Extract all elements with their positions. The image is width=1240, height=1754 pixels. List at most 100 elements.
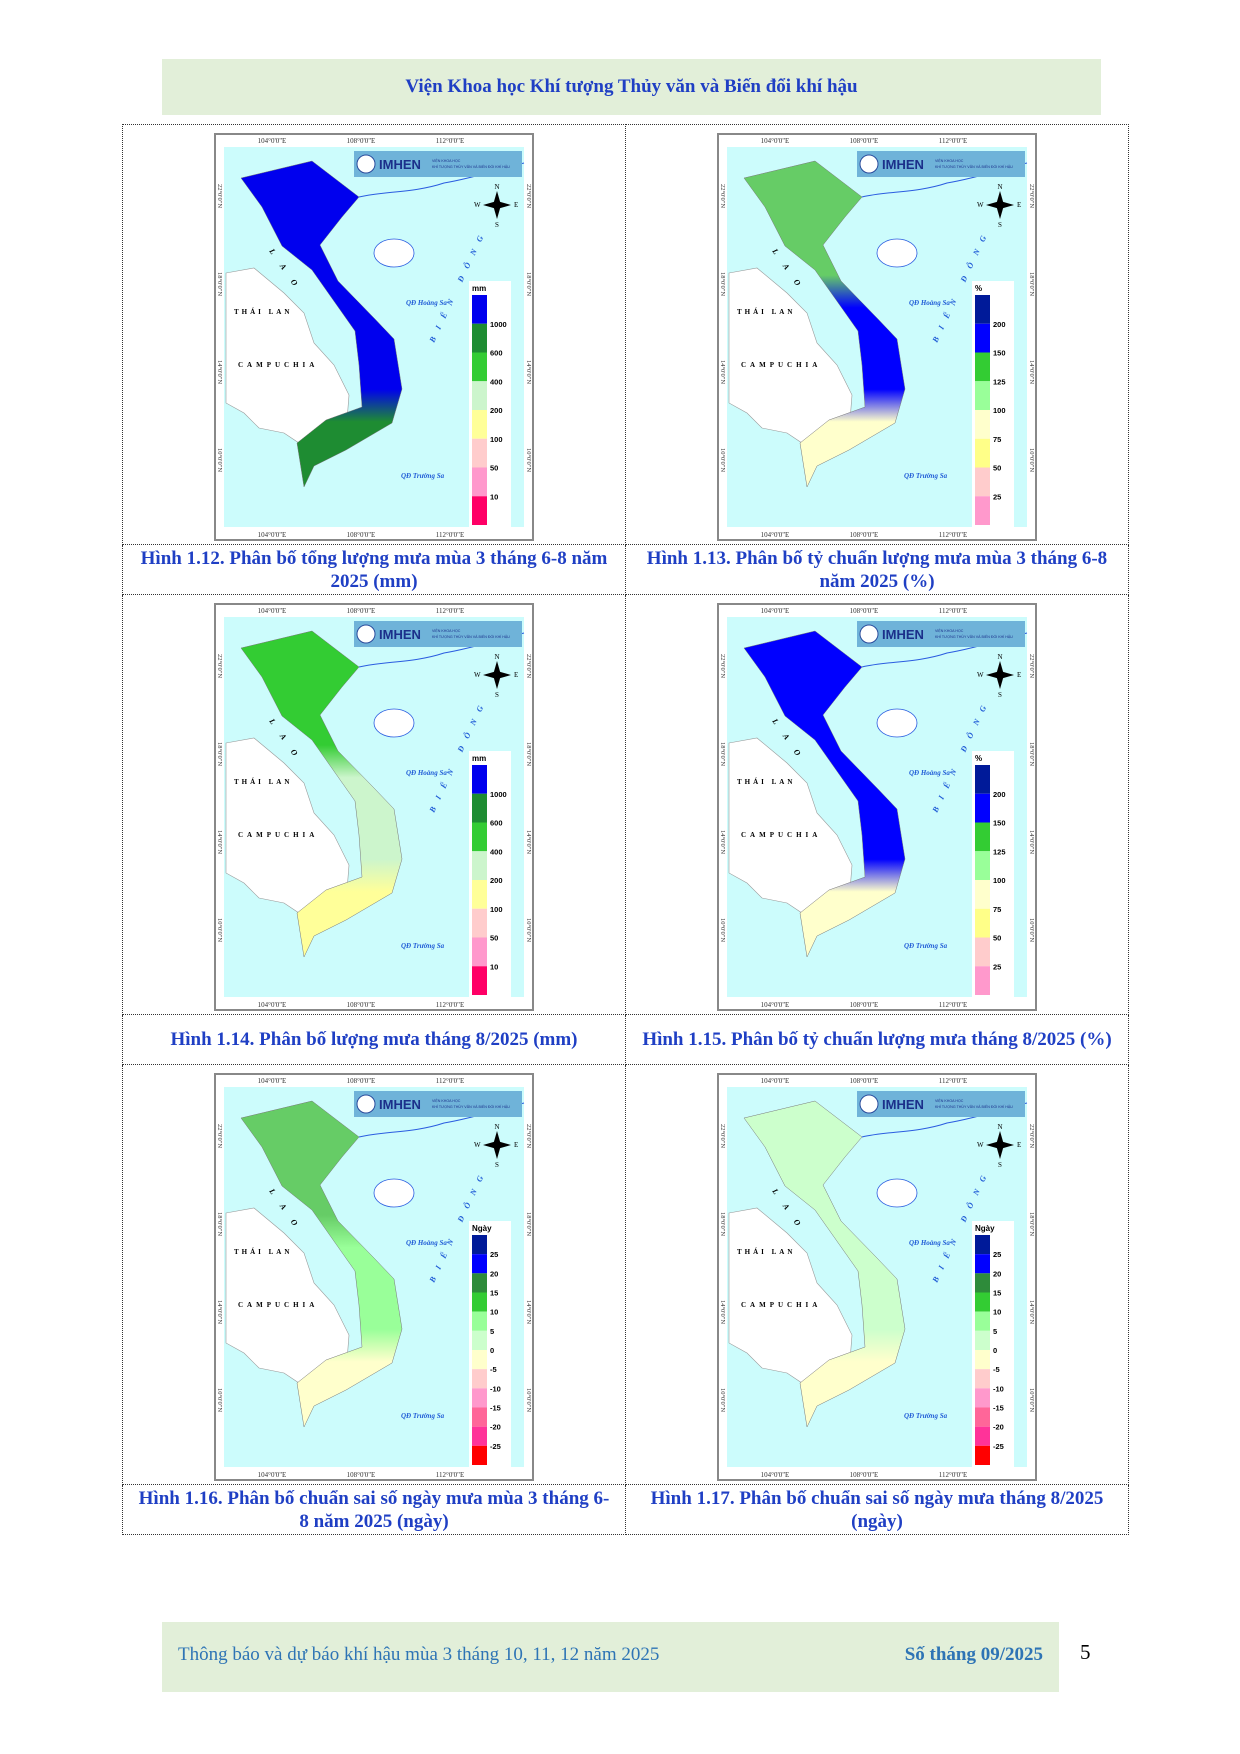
legend-swatch bbox=[472, 937, 487, 966]
legend-swatch bbox=[472, 495, 487, 525]
lon-tick-label: 112°0'0"E bbox=[939, 1471, 967, 1479]
lat-tick-label: 10°0'0"N bbox=[216, 1387, 223, 1411]
paracel-label: QĐ Hoàng Sa bbox=[909, 769, 950, 777]
figure-1-12-map: 104°0'0"E 104°0'0"E 108°0'0"E 108°0'0"E 112°… bbox=[122, 124, 626, 545]
lat-tick-label: 14°0'0"N bbox=[525, 359, 532, 383]
hainan-island bbox=[373, 1178, 415, 1207]
imhen-logo-icon bbox=[356, 1094, 376, 1113]
legend-swatch bbox=[975, 352, 990, 381]
paracel-label: QĐ Hoàng Sa bbox=[406, 769, 447, 777]
legend-label: 0 bbox=[490, 1346, 494, 1355]
lat-tick-label: 22°0'0"N bbox=[719, 183, 726, 207]
legend-swatch bbox=[472, 1445, 487, 1465]
compass-e: E bbox=[514, 201, 518, 209]
legend-label: -5 bbox=[993, 1365, 1000, 1374]
lon-tick-label: 104°0'0"E bbox=[258, 1077, 287, 1085]
legend-swatch bbox=[975, 764, 990, 794]
legend-swatch bbox=[975, 822, 990, 851]
legend-swatch bbox=[472, 1426, 487, 1446]
cambodia-label: CAMPUCHIA bbox=[238, 361, 318, 369]
logo-name: IMHEN bbox=[379, 1097, 421, 1112]
lat-tick-label: 18°0'0"N bbox=[525, 741, 532, 765]
lat-tick-label: 18°0'0"N bbox=[216, 1211, 223, 1235]
legend-label: 100 bbox=[993, 876, 1006, 885]
lon-tick-label: 112°0'0"E bbox=[939, 607, 967, 615]
rainfall-map: 104°0'0"E 104°0'0"E 108°0'0"E 108°0'0"E 112°… bbox=[214, 132, 534, 541]
footer-title: Thông báo và dự báo khí hậu mùa 3 tháng … bbox=[178, 1644, 660, 1665]
lat-tick-label: 14°0'0"N bbox=[216, 1299, 223, 1323]
logo-banner bbox=[354, 150, 522, 177]
logo-banner bbox=[354, 1090, 522, 1117]
spratly-label: QĐ Trường Sa bbox=[401, 942, 445, 950]
hainan-island bbox=[876, 708, 918, 737]
legend-swatch bbox=[975, 1407, 990, 1427]
legend-label: 10 bbox=[490, 962, 498, 971]
imhen-logo-icon bbox=[859, 624, 879, 643]
paracel-label: QĐ Hoàng Sa bbox=[909, 1239, 950, 1247]
lon-tick-label: 104°0'0"E bbox=[258, 531, 287, 539]
compass-rose-icon: N S E W bbox=[474, 183, 518, 229]
legend-label: 25 bbox=[993, 962, 1001, 971]
compass-w: W bbox=[977, 201, 984, 209]
legend-swatch bbox=[472, 352, 487, 381]
compass-rose-icon: N S E W bbox=[474, 1123, 518, 1169]
paracel-label: QĐ Hoàng Sa bbox=[406, 299, 447, 307]
legend-label: 5 bbox=[993, 1326, 997, 1335]
compass-e: E bbox=[1017, 671, 1021, 679]
legend-label: -10 bbox=[993, 1384, 1004, 1393]
legend-label: -15 bbox=[993, 1403, 1004, 1412]
lon-tick-label: 108°0'0"E bbox=[850, 1077, 879, 1085]
legend-label: -5 bbox=[490, 1365, 497, 1374]
imhen-logo-icon bbox=[859, 1094, 879, 1113]
compass-needle bbox=[483, 670, 511, 679]
logo-subtitle: VIỆN KHOA HỌC bbox=[935, 628, 964, 633]
legend-swatch bbox=[472, 1234, 487, 1254]
legend-swatch bbox=[472, 380, 487, 410]
logo-subtitle: KHÍ TƯỢNG THỦY VĂN VÀ BIẾN ĐỔI KHÍ HẬU bbox=[935, 1104, 1013, 1109]
logo-banner bbox=[857, 620, 1025, 647]
lat-tick-label: 14°0'0"N bbox=[525, 829, 532, 853]
legend-label: 1000 bbox=[490, 789, 507, 798]
compass-s: S bbox=[998, 221, 1002, 229]
legend-swatch bbox=[975, 380, 990, 410]
thailand-label: THÁI LAN bbox=[234, 308, 292, 316]
lat-tick-label: 22°0'0"N bbox=[1028, 183, 1035, 207]
lon-tick-label: 112°0'0"E bbox=[939, 1077, 967, 1085]
rainfall-map: 104°0'0"E 104°0'0"E 108°0'0"E 108°0'0"E 112°… bbox=[214, 602, 534, 1011]
legend-unit: mm bbox=[472, 754, 486, 763]
legend-swatch bbox=[472, 1407, 487, 1427]
legend-label: -20 bbox=[993, 1422, 1004, 1431]
cambodia-label: CAMPUCHIA bbox=[741, 1301, 821, 1309]
legend-label: 10 bbox=[490, 492, 498, 501]
legend-swatch bbox=[975, 908, 990, 937]
logo-banner bbox=[354, 620, 522, 647]
legend-label: 15 bbox=[490, 1288, 498, 1297]
legend-swatch bbox=[975, 1387, 990, 1407]
lat-tick-label: 14°0'0"N bbox=[719, 829, 726, 853]
legend-swatch bbox=[472, 822, 487, 851]
legend-label: 50 bbox=[490, 933, 498, 942]
lon-tick-label: 108°0'0"E bbox=[850, 1471, 879, 1479]
legend-label: 20 bbox=[993, 1269, 1001, 1278]
compass-w: W bbox=[474, 1141, 481, 1149]
figure-caption: Hình 1.13. Phân bố tỷ chuẩn lượng mưa mù… bbox=[625, 544, 1129, 595]
lat-tick-label: 22°0'0"N bbox=[719, 1123, 726, 1147]
legend-label: 600 bbox=[490, 348, 503, 357]
figure-1-14-map: 104°0'0"E 104°0'0"E 108°0'0"E 108°0'0"E 112°… bbox=[122, 594, 626, 1015]
lat-tick-label: 14°0'0"N bbox=[719, 1299, 726, 1323]
legend-label: 200 bbox=[993, 789, 1006, 798]
compass-e: E bbox=[1017, 1141, 1021, 1149]
rainfall-ratio-map: 104°0'0"E 104°0'0"E 108°0'0"E 108°0'0"E 112°… bbox=[717, 602, 1037, 1011]
lat-tick-label: 18°0'0"N bbox=[216, 741, 223, 765]
compass-e: E bbox=[514, 1141, 518, 1149]
logo-subtitle: KHÍ TƯỢNG THỦY VĂN VÀ BIẾN ĐỔI KHÍ HẬU bbox=[432, 1104, 510, 1109]
logo-name: IMHEN bbox=[882, 1097, 924, 1112]
legend-swatch bbox=[975, 1311, 990, 1331]
lat-tick-label: 22°0'0"N bbox=[1028, 1123, 1035, 1147]
legend-swatch bbox=[975, 879, 990, 909]
legend-swatch bbox=[975, 495, 990, 525]
page-header: Viện Khoa học Khí tượng Thủy văn và Biến… bbox=[162, 59, 1101, 115]
figure-caption: Hình 1.17. Phân bố chuẩn sai số ngày mưa… bbox=[625, 1484, 1129, 1535]
compass-needle bbox=[986, 1140, 1014, 1149]
lat-tick-label: 10°0'0"N bbox=[719, 447, 726, 471]
